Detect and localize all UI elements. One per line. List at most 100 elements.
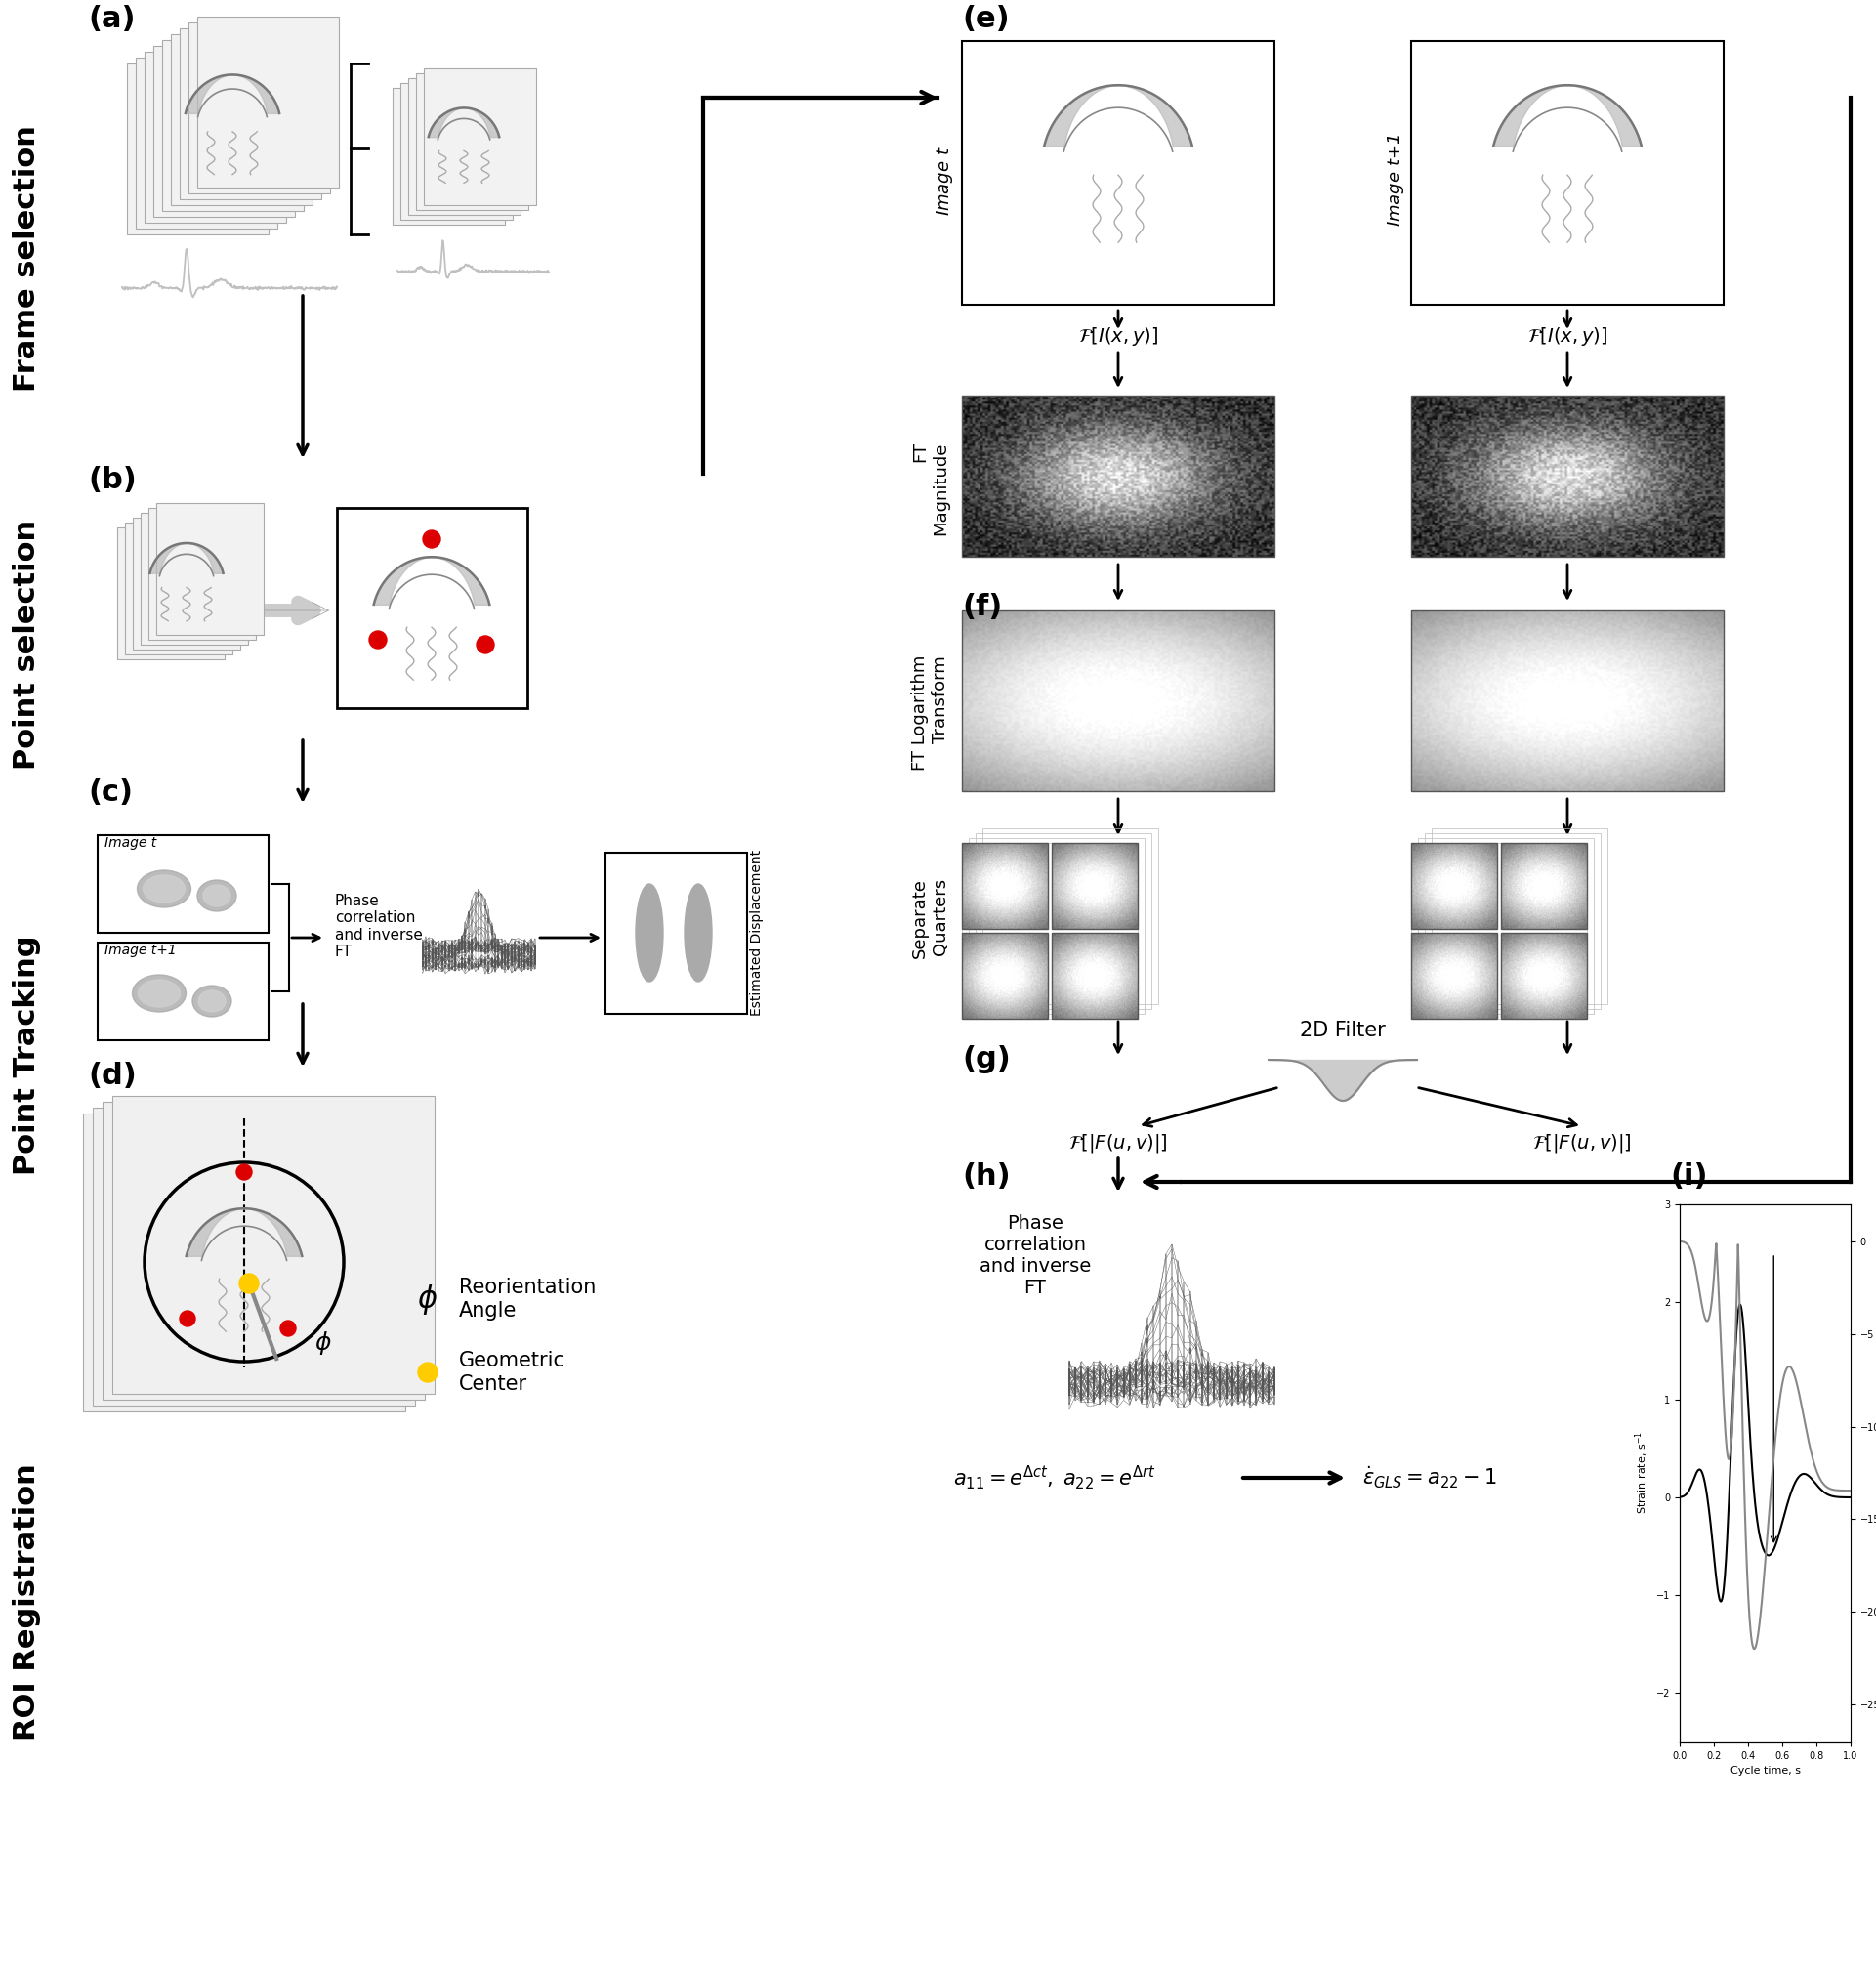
Text: (a): (a)	[88, 4, 135, 34]
Bar	[1411, 395, 1724, 557]
Ellipse shape	[197, 881, 236, 910]
Bar	[128, 63, 268, 235]
Bar	[962, 843, 1137, 1019]
Bar	[409, 79, 520, 215]
Bar	[98, 942, 268, 1041]
Y-axis label: Strain rate, s$^{-1}$: Strain rate, s$^{-1}$	[1634, 1432, 1651, 1515]
Bar	[1052, 843, 1137, 928]
Bar	[1411, 843, 1587, 1019]
Circle shape	[236, 1165, 251, 1179]
Bar	[416, 73, 529, 209]
Bar	[1411, 41, 1724, 304]
Bar	[148, 508, 255, 640]
Text: $a_{11} = e^{\Delta ct},\; a_{22} = e^{\Delta rt}$: $a_{11} = e^{\Delta ct},\; a_{22} = e^{\…	[953, 1463, 1156, 1491]
Ellipse shape	[199, 989, 225, 1011]
Text: (b): (b)	[88, 466, 137, 494]
Text: ROI Registration: ROI Registration	[13, 1463, 41, 1740]
Bar	[338, 508, 527, 709]
Bar	[962, 41, 1274, 304]
Text: Image $t$+1: Image $t$+1	[1386, 134, 1407, 227]
Text: (f): (f)	[962, 592, 1002, 622]
Text: 2D Filter: 2D Filter	[1300, 1021, 1386, 1041]
Bar	[1501, 932, 1587, 1019]
Bar	[962, 395, 1274, 557]
Text: Phase
correlation
and inverse
FT: Phase correlation and inverse FT	[336, 895, 422, 960]
Text: FT
Magnitude: FT Magnitude	[912, 442, 949, 535]
Bar	[154, 45, 295, 217]
Bar	[180, 28, 321, 199]
Ellipse shape	[143, 875, 186, 903]
Bar	[976, 833, 1152, 1009]
Bar	[962, 932, 1049, 1019]
Bar	[188, 22, 330, 194]
X-axis label: Cycle time, s: Cycle time, s	[1730, 1766, 1801, 1776]
Bar	[392, 89, 505, 225]
Bar	[83, 1114, 405, 1412]
Text: (c): (c)	[88, 778, 133, 808]
Text: $\mathcal{F}[|F(u,v)|]$: $\mathcal{F}[|F(u,v)|]$	[1069, 1132, 1169, 1155]
Text: $\phi$: $\phi$	[418, 1282, 439, 1315]
Bar	[116, 527, 225, 660]
Text: (g): (g)	[962, 1045, 1011, 1074]
Bar	[983, 828, 1157, 1003]
Circle shape	[280, 1321, 296, 1337]
Circle shape	[418, 1363, 437, 1382]
Text: Geometric
Center: Geometric Center	[460, 1351, 565, 1394]
Circle shape	[370, 630, 386, 648]
Text: $\mathcal{F}[I(x,y)]$: $\mathcal{F}[I(x,y)]$	[1079, 326, 1157, 348]
Bar	[156, 504, 265, 634]
Ellipse shape	[193, 986, 231, 1017]
Text: Reorientation
Angle: Reorientation Angle	[460, 1278, 597, 1319]
Text: (i): (i)	[1670, 1163, 1707, 1191]
Text: Frame selection: Frame selection	[13, 126, 41, 393]
Ellipse shape	[203, 885, 231, 907]
Text: Phase
correlation
and inverse
FT: Phase correlation and inverse FT	[979, 1215, 1092, 1298]
Bar	[1411, 610, 1724, 792]
Text: $\mathcal{F}[|F(u,v)|]$: $\mathcal{F}[|F(u,v)|]$	[1533, 1132, 1632, 1155]
Text: (d): (d)	[88, 1063, 137, 1090]
Bar	[113, 1096, 435, 1394]
Bar	[161, 39, 304, 211]
Bar	[133, 517, 240, 650]
Bar	[144, 51, 287, 223]
Text: (h): (h)	[962, 1163, 1011, 1191]
Bar	[1501, 843, 1587, 928]
Bar	[606, 853, 747, 1013]
Bar	[962, 843, 1049, 928]
Ellipse shape	[137, 871, 191, 907]
Circle shape	[477, 636, 493, 654]
Ellipse shape	[133, 976, 186, 1011]
Bar	[962, 610, 1274, 792]
Bar	[400, 83, 512, 219]
Text: Point selection: Point selection	[13, 519, 41, 770]
Bar	[92, 1108, 415, 1406]
Text: Image t+1: Image t+1	[105, 944, 176, 958]
Text: Point Tracking: Point Tracking	[13, 934, 41, 1175]
Text: Image t: Image t	[105, 835, 156, 849]
Text: (e): (e)	[962, 4, 1009, 34]
Text: Estimated Displacement: Estimated Displacement	[750, 849, 764, 1015]
Text: FT Logarithm
Transform: FT Logarithm Transform	[912, 656, 949, 770]
Bar	[135, 57, 278, 229]
Circle shape	[240, 1274, 259, 1294]
Text: $\phi$: $\phi$	[315, 1329, 332, 1357]
Bar	[1426, 833, 1600, 1009]
Bar	[141, 514, 248, 644]
Text: Image $t$: Image $t$	[934, 146, 955, 215]
Bar	[126, 523, 233, 654]
Bar	[424, 69, 537, 205]
Text: Separate
Quarters: Separate Quarters	[912, 879, 949, 958]
Bar	[1431, 828, 1608, 1003]
Bar	[103, 1102, 424, 1400]
Bar	[1052, 932, 1137, 1019]
Circle shape	[422, 531, 441, 547]
Ellipse shape	[139, 980, 180, 1007]
Ellipse shape	[685, 885, 711, 982]
Bar	[968, 837, 1144, 1013]
Bar	[1418, 837, 1595, 1013]
Circle shape	[180, 1311, 195, 1327]
Bar	[197, 16, 340, 188]
Bar	[98, 835, 268, 932]
Text: $\dot{\varepsilon}_{GLS} = a_{22} - 1$: $\dot{\varepsilon}_{GLS} = a_{22} - 1$	[1362, 1465, 1497, 1491]
Bar	[171, 34, 313, 205]
